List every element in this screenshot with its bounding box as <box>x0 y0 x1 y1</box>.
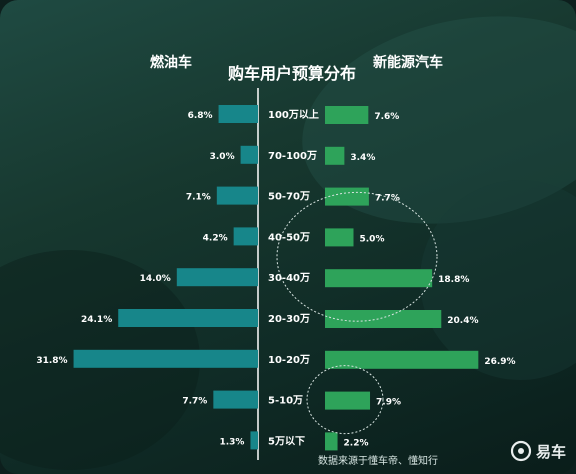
fuel-value-label: 1.3% <box>219 437 244 447</box>
category-label: 30-40万 <box>268 272 310 284</box>
nev-bar <box>325 310 442 328</box>
fuel-value-label: 6.8% <box>188 111 213 121</box>
category-label: 100万以上 <box>268 108 319 121</box>
category-label: 20-30万 <box>268 313 310 325</box>
fuel-value-label: 14.0% <box>140 274 171 284</box>
fuel-bar <box>176 268 258 287</box>
nev-bar <box>325 146 345 165</box>
brand-logo: 易车 <box>510 440 566 462</box>
fuel-bar <box>73 349 258 368</box>
nev-bar <box>325 228 354 247</box>
fuel-value-label: 7.1% <box>186 193 211 203</box>
nev-bar <box>325 350 479 369</box>
nev-bar <box>325 187 369 206</box>
highlight-ellipse <box>276 191 438 322</box>
category-label: 70-100万 <box>268 150 317 162</box>
nev-bar <box>325 391 371 410</box>
brand-logo-icon <box>510 440 532 462</box>
nev-value-label: 18.8% <box>438 275 469 285</box>
category-label: 40-50万 <box>268 231 310 243</box>
nev-bar <box>325 432 338 451</box>
category-label: 5万以下 <box>268 435 305 447</box>
category-label: 5-10万 <box>268 395 303 407</box>
source-note: 数据来源于懂车帝、懂知行 <box>318 456 438 467</box>
fuel-value-label: 4.2% <box>203 233 228 243</box>
fuel-bar <box>216 186 258 205</box>
fuel-bar <box>218 105 258 123</box>
fuel-bar <box>233 227 258 246</box>
nev-value-label: 7.6% <box>374 112 399 122</box>
nev-bar <box>325 269 433 288</box>
fuel-bar <box>240 145 258 164</box>
fuel-bar <box>213 390 258 409</box>
fuel-bar <box>118 309 258 327</box>
nev-bar <box>325 106 369 124</box>
category-label: 10-20万 <box>268 354 310 366</box>
highlight-ellipse <box>306 365 384 435</box>
nev-value-label: 7.7% <box>375 194 400 204</box>
fuel-value-label: 7.7% <box>182 397 207 407</box>
brand-logo-text: 易车 <box>536 442 567 461</box>
category-label: 50-70万 <box>268 191 310 203</box>
nev-value-label: 7.9% <box>376 398 401 408</box>
legend-new-energy-car: 新能源汽车 <box>373 55 443 71</box>
chart-title: 购车用户预算分布 <box>228 64 357 83</box>
nev-value-label: 2.2% <box>344 438 369 448</box>
nev-value-label: 5.0% <box>360 234 385 244</box>
fuel-bar <box>250 431 258 450</box>
nev-value-label: 26.9% <box>484 357 515 367</box>
nev-value-label: 3.4% <box>350 153 375 163</box>
fuel-value-label: 24.1% <box>81 315 112 325</box>
nev-value-label: 20.4% <box>447 316 478 326</box>
legend-fuel-car: 燃油车 <box>150 55 192 71</box>
fuel-value-label: 31.8% <box>36 356 67 366</box>
fuel-value-label: 3.0% <box>210 152 235 162</box>
